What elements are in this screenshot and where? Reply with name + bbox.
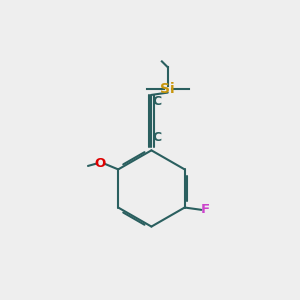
Text: C: C	[152, 131, 161, 144]
Text: O: O	[94, 157, 106, 170]
Text: Si: Si	[160, 82, 175, 96]
Text: F: F	[201, 203, 210, 216]
Text: C: C	[152, 95, 161, 108]
